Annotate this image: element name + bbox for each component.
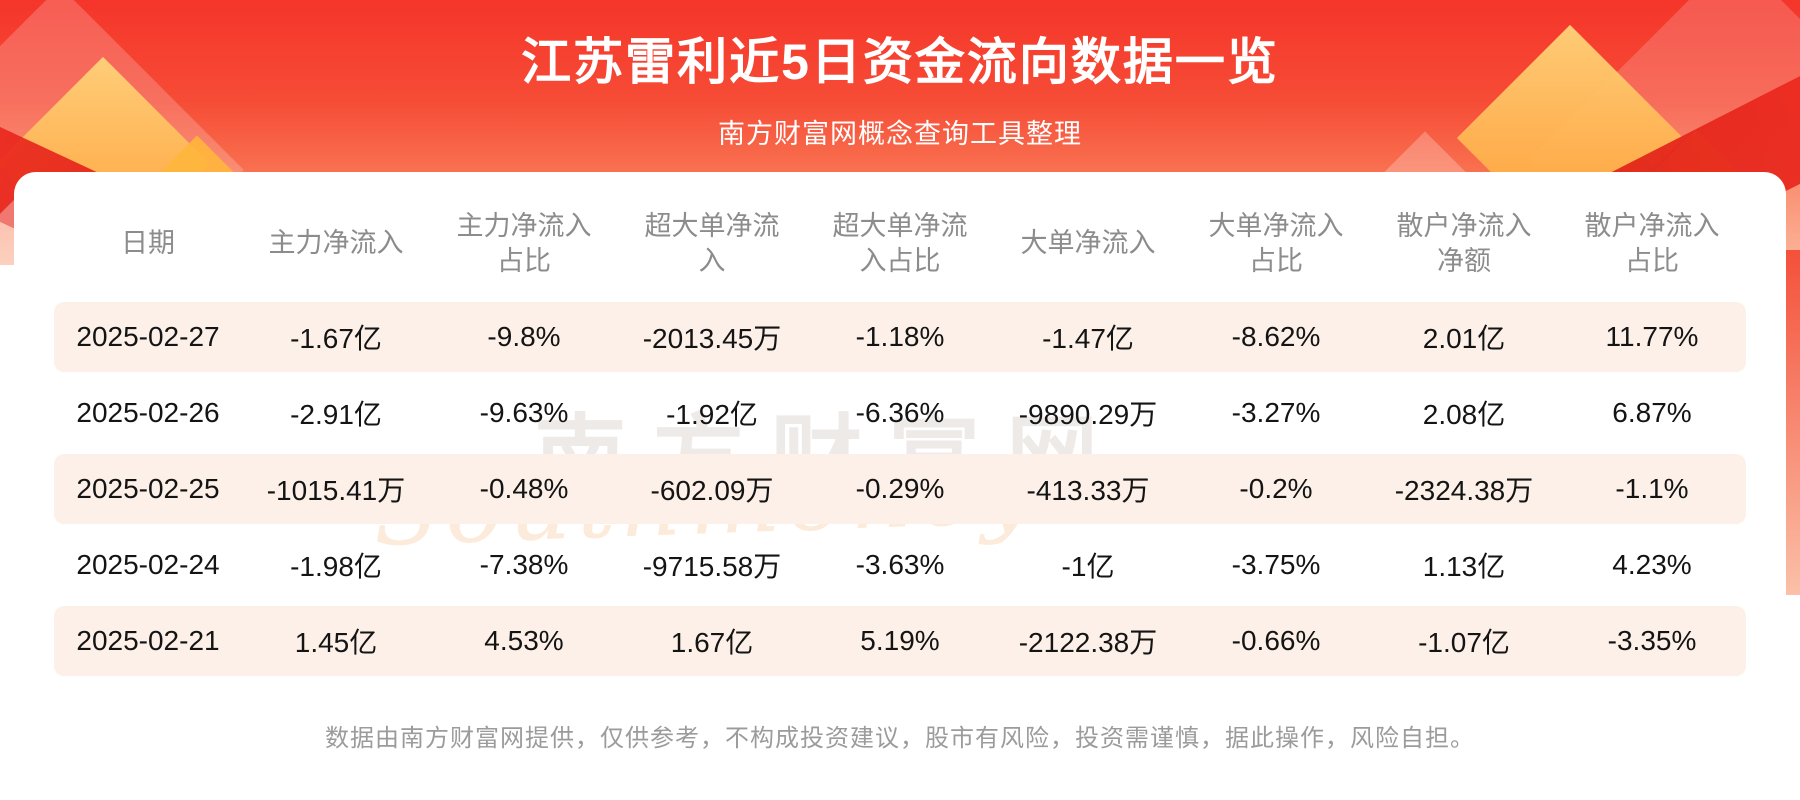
banner-edge-decor bbox=[1786, 250, 1800, 595]
table-body: 2025-02-27 -1.67亿 -9.8% -2013.45万 -1.18% -1.4… bbox=[54, 302, 1746, 676]
page-subtitle: 南方财富网概念查询工具整理 bbox=[718, 119, 1082, 149]
table-cell: 2.01亿 bbox=[1422, 323, 1506, 354]
table-row: 2025-02-24 -1.98亿 -7.38% -9715.58万 -3.63% -1亿… bbox=[54, 530, 1746, 600]
table-cell: -2013.45万 bbox=[642, 323, 782, 354]
page-title: 江苏雷利近5日资金流向数据一览 bbox=[521, 34, 1279, 90]
column-header: 散户净流入占比 bbox=[1584, 210, 1720, 276]
disclaimer-text: 数据由南方财富网提供，仅供参考，不构成投资建议，股市有风险，投资需谨慎，据此操作… bbox=[325, 725, 1475, 752]
column-header: 超大单净流入占比 bbox=[832, 210, 968, 276]
table-cell: -3.63% bbox=[855, 549, 945, 580]
table-row: 2025-02-26 -2.91亿 -9.63% -1.92亿 -6.36% -9890.… bbox=[54, 378, 1746, 448]
table-cell: -602.09万 bbox=[650, 475, 774, 506]
table-cell: -8.62% bbox=[1231, 321, 1321, 352]
table-cell: 2025-02-26 bbox=[76, 397, 220, 428]
table-cell: -2.91亿 bbox=[290, 399, 382, 430]
column-header: 大单净流入 bbox=[1020, 228, 1156, 259]
table-cell: -1亿 bbox=[1061, 551, 1115, 582]
table-row: 2025-02-27 -1.67亿 -9.8% -2013.45万 -1.18% -1.4… bbox=[54, 302, 1746, 372]
table-row: 2025-02-21 1.45亿 4.53% 1.67亿 5.19% -2122.38万 -… bbox=[54, 606, 1746, 676]
table-cell: -6.36% bbox=[855, 397, 945, 428]
table-header-row: 日期 主力净流入 主力净流入占比 超大单净流入 超大单净流入占比 大单净流入 大单净流入占比… bbox=[54, 186, 1746, 302]
table-cell: -9890.29万 bbox=[1018, 399, 1158, 430]
table-cell: -1.07亿 bbox=[1418, 627, 1510, 658]
table-cell: -2324.38万 bbox=[1394, 475, 1534, 506]
table-cell: -3.75% bbox=[1231, 549, 1321, 580]
table-cell: -9.8% bbox=[487, 321, 561, 352]
table-cell: 4.53% bbox=[484, 625, 564, 656]
table-cell: 2025-02-24 bbox=[76, 549, 220, 580]
table-cell: 2.08亿 bbox=[1422, 399, 1506, 430]
table-cell: -2122.38万 bbox=[1018, 627, 1158, 658]
column-header: 散户净流入净额 bbox=[1396, 210, 1532, 276]
table-cell: -1.18% bbox=[855, 321, 945, 352]
table-cell: -1015.41万 bbox=[266, 475, 406, 506]
column-header: 主力净流入 bbox=[268, 228, 404, 259]
table-cell: -9715.58万 bbox=[642, 551, 782, 582]
table-cell: 6.87% bbox=[1612, 397, 1692, 428]
table-cell: 1.13亿 bbox=[1422, 551, 1506, 582]
column-header: 大单净流入占比 bbox=[1208, 210, 1344, 276]
column-header: 超大单净流入 bbox=[644, 210, 780, 276]
table-cell: -0.29% bbox=[855, 473, 945, 504]
capital-flow-table: 日期 主力净流入 主力净流入占比 超大单净流入 超大单净流入占比 大单净流入 大单净流入占比… bbox=[54, 186, 1746, 682]
table-cell: 2025-02-25 bbox=[76, 473, 220, 504]
table-cell: -0.66% bbox=[1231, 625, 1321, 656]
table-cell: 1.45亿 bbox=[294, 627, 378, 658]
table-cell: -0.48% bbox=[479, 473, 569, 504]
column-header: 日期 bbox=[121, 228, 175, 259]
table-cell: -1.47亿 bbox=[1042, 323, 1134, 354]
table-cell: -0.2% bbox=[1239, 473, 1313, 504]
column-header: 主力净流入占比 bbox=[456, 210, 592, 276]
table-cell: -1.1% bbox=[1615, 473, 1689, 504]
table-cell: -9.63% bbox=[479, 397, 569, 428]
table-cell: 5.19% bbox=[860, 625, 940, 656]
table-cell: -7.38% bbox=[479, 549, 569, 580]
table-cell: -1.92亿 bbox=[666, 399, 758, 430]
table-row: 2025-02-25 -1015.41万 -0.48% -602.09万 -0.29% -… bbox=[54, 454, 1746, 524]
data-card: 南方财富网 Southmoney.com 日期主力净流入主力净流入占比超大单净流… bbox=[14, 172, 1786, 800]
table-cell: -1.67亿 bbox=[290, 323, 382, 354]
table-cell: 4.23% bbox=[1612, 549, 1692, 580]
table-cell: 2025-02-21 bbox=[76, 625, 220, 656]
table-cell: 2025-02-27 bbox=[76, 321, 220, 352]
table-cell: 11.77% bbox=[1605, 321, 1699, 352]
table-cell: -1.98亿 bbox=[290, 551, 382, 582]
table-cell: -413.33万 bbox=[1026, 475, 1150, 506]
table-cell: -3.27% bbox=[1231, 397, 1321, 428]
table-cell: 1.67亿 bbox=[670, 627, 754, 658]
table-cell: -3.35% bbox=[1607, 625, 1697, 656]
